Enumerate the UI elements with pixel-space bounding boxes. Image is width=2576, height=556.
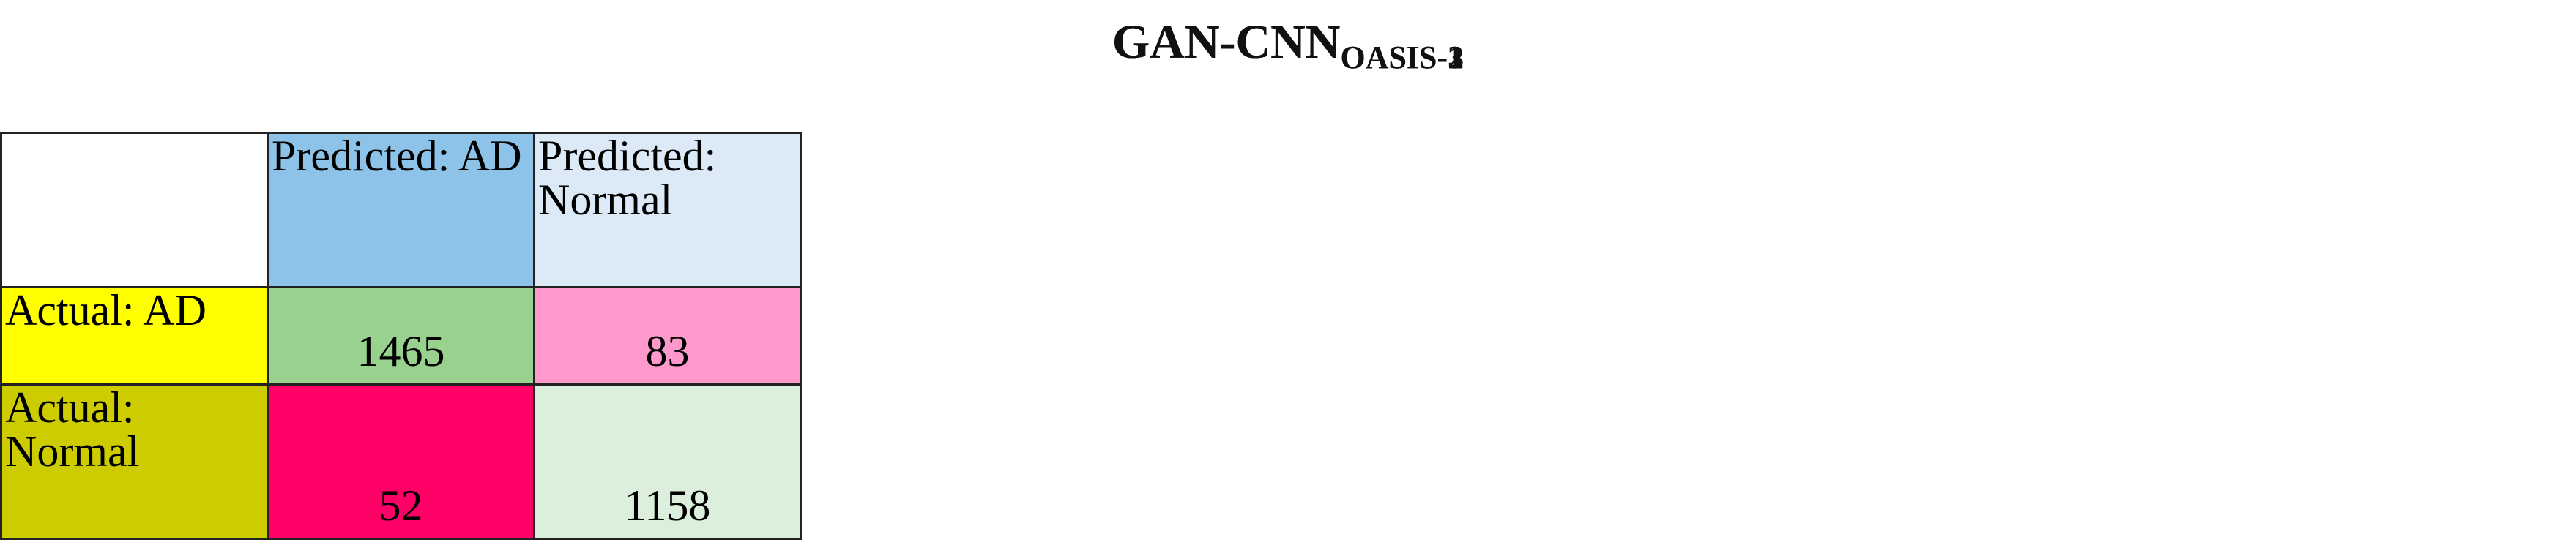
data-row: Actual: AD 1465 83 <box>0 286 802 386</box>
title-subscript: OASIS-2 <box>1340 40 1464 76</box>
title-subscript: OASIS-1 <box>1340 40 1464 76</box>
corner-cell <box>0 131 269 289</box>
count-cell: 1465 <box>267 286 535 386</box>
row-header: Actual: Normal <box>0 383 269 541</box>
panel-title: GAN-CNNOASIS-3 <box>0 15 2576 76</box>
count-cell: 52 <box>267 383 535 541</box>
title-text: GAN-CNN <box>1112 15 1341 69</box>
panel-title: GAN-CNNOASIS-1 <box>0 15 2576 76</box>
row-header: Actual: AD <box>0 286 269 386</box>
count-cell: 1158 <box>533 383 802 541</box>
title-text: GAN-CNN <box>1112 15 1341 69</box>
column-header: Predicted: Normal <box>533 131 802 289</box>
title-text: GAN-CNN <box>1112 15 1341 69</box>
panel-title: GAN-CNNOASIS-2 <box>0 15 2576 76</box>
data-row: Actual: Normal 52 1158 <box>0 383 802 541</box>
column-header: Predicted: AD <box>267 131 535 289</box>
count-cell: 83 <box>533 286 802 386</box>
title-subscript: OASIS-3 <box>1340 40 1464 76</box>
